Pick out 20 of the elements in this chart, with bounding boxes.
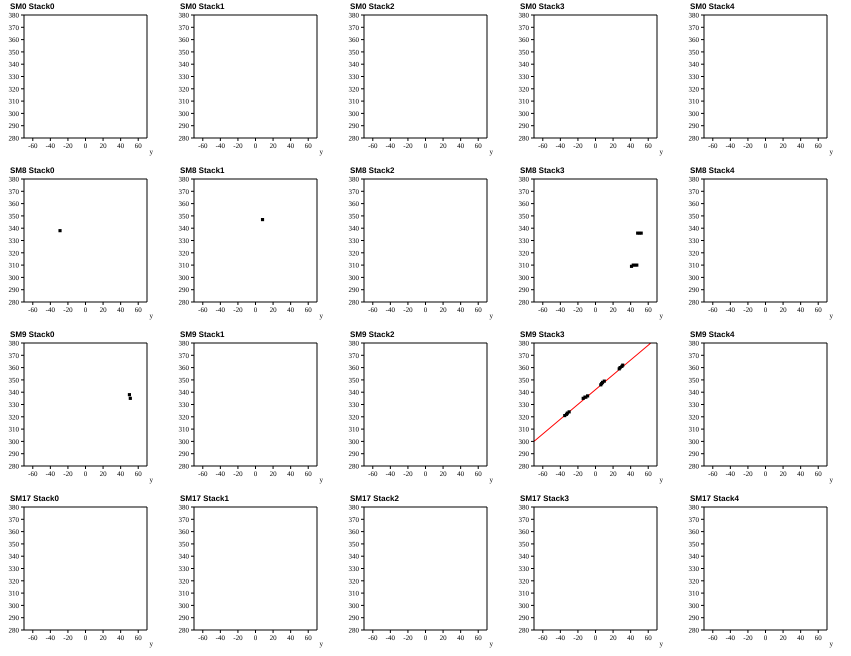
chart-title: SM9 Stack1 xyxy=(180,330,224,339)
chart-title: SM9 Stack0 xyxy=(10,330,54,339)
chart-title: SM17 Stack2 xyxy=(350,494,399,503)
chart-title: SM0 Stack4 xyxy=(690,2,734,11)
chart-title: SM8 Stack3 xyxy=(520,166,564,175)
chart-title: SM17 Stack0 xyxy=(10,494,59,503)
chart-title: SM0 Stack3 xyxy=(520,2,564,11)
chart-title: SM8 Stack2 xyxy=(350,166,394,175)
chart-title: SM0 Stack0 xyxy=(10,2,54,11)
chart-title: SM9 Stack2 xyxy=(350,330,394,339)
chart-title: SM9 Stack3 xyxy=(520,330,564,339)
chart-title: SM0 Stack2 xyxy=(350,2,394,11)
chart-title: SM8 Stack1 xyxy=(180,166,224,175)
chart-title: SM0 Stack1 xyxy=(180,2,224,11)
chart-title: SM17 Stack1 xyxy=(180,494,229,503)
chart-title: SM9 Stack4 xyxy=(690,330,734,339)
chart-title: SM17 Stack4 xyxy=(690,494,739,503)
chart-title: SM8 Stack4 xyxy=(690,166,734,175)
chart-title: SM8 Stack0 xyxy=(10,166,54,175)
chart-title: SM17 Stack3 xyxy=(520,494,569,503)
